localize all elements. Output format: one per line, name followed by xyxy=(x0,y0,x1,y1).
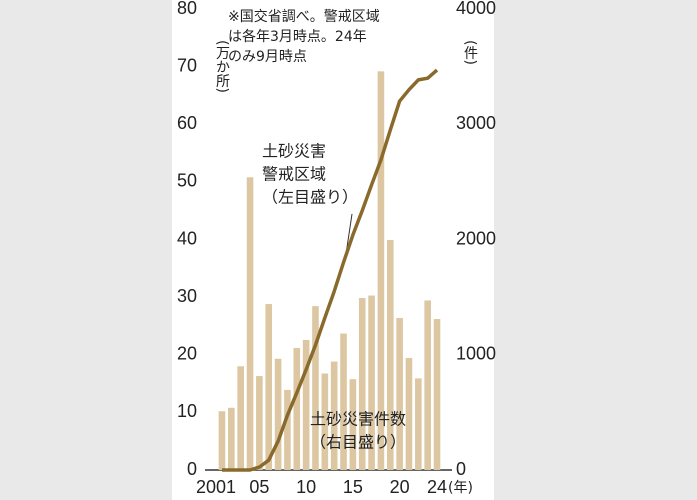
y2-tick-label: 2000 xyxy=(456,228,496,248)
bar xyxy=(358,298,366,470)
note: は各年3月時点。24年 xyxy=(228,29,367,45)
x-tick-label: 20 xyxy=(390,477,410,497)
y-tick-label: 50 xyxy=(177,171,197,191)
y2-tick-label: 0 xyxy=(456,459,466,479)
note: のみ9月時点 xyxy=(228,49,307,65)
annotation: （左目盛り） xyxy=(262,188,358,207)
annotation: 警戒区域 xyxy=(262,165,326,184)
bar xyxy=(284,389,291,470)
y-tick-label: 30 xyxy=(177,286,197,306)
y2-axis-label: (件) xyxy=(462,40,478,65)
bar xyxy=(415,378,422,470)
y2-tick-label: 3000 xyxy=(456,113,496,133)
annotation: 土砂災害件数 xyxy=(310,410,406,429)
annotation: （右目盛り） xyxy=(310,433,406,452)
line xyxy=(222,68,439,472)
x-tick-label: 24 xyxy=(427,477,447,497)
x-tick-label: 10 xyxy=(296,477,316,497)
y-tick-label: 40 xyxy=(177,228,197,248)
bar xyxy=(349,379,357,470)
y-tick-label: 80 xyxy=(177,0,197,18)
bar xyxy=(321,373,329,470)
y-tick-label: 20 xyxy=(177,344,197,364)
bar xyxy=(246,177,254,470)
bar xyxy=(386,239,394,470)
y-tick-label: 0 xyxy=(187,459,197,479)
bar xyxy=(433,319,441,470)
y-tick-label: 10 xyxy=(177,401,197,421)
y2-tick-label: 1000 xyxy=(456,344,496,364)
bar xyxy=(405,357,413,470)
bar xyxy=(274,358,282,470)
x-tick-label: 05 xyxy=(249,477,269,497)
bar xyxy=(368,295,375,470)
annotation: 土砂災害 xyxy=(262,142,326,161)
bar xyxy=(293,348,301,470)
bar xyxy=(330,361,338,470)
y2-tick-label: 4000 xyxy=(456,0,496,18)
bar xyxy=(340,333,347,470)
x-tick-label: 15 xyxy=(343,477,363,497)
bar xyxy=(265,304,273,470)
bar xyxy=(312,306,319,470)
y-axis-label: (万か所) xyxy=(214,40,230,93)
bar xyxy=(424,300,431,470)
x-tick-label: 2001 xyxy=(196,477,236,497)
bar xyxy=(228,407,235,470)
bar xyxy=(237,366,244,470)
y-tick-label: 70 xyxy=(177,55,197,75)
bar xyxy=(396,317,403,470)
bar xyxy=(256,376,263,470)
bar xyxy=(218,411,226,470)
bar xyxy=(302,339,310,470)
x-axis-label: (年) xyxy=(448,480,473,496)
note: ※国交省調べ。警戒区域 xyxy=(228,8,380,25)
y-tick-label: 60 xyxy=(177,113,197,133)
bar xyxy=(377,71,385,470)
